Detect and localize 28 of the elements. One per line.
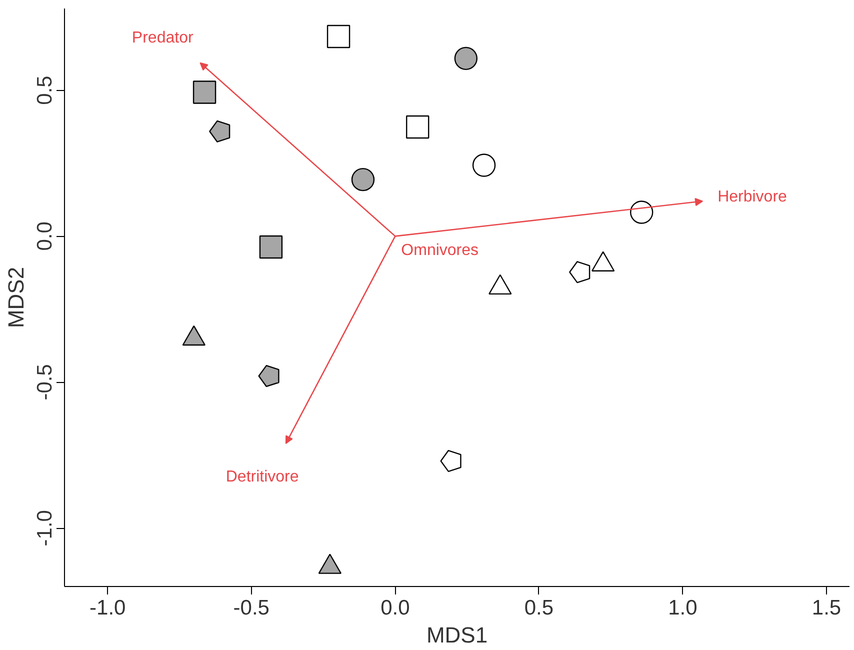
- point: [258, 364, 280, 388]
- x-tick-label: 0.5: [524, 596, 554, 620]
- point: [406, 115, 430, 139]
- point: [259, 235, 283, 259]
- point: [209, 120, 230, 142]
- point: [454, 46, 478, 70]
- annotation: Detritivore: [226, 468, 299, 486]
- x-tick-label: 1.0: [668, 596, 698, 620]
- annotation: Herbivore: [718, 188, 788, 206]
- y-tick-label: -1.0: [34, 510, 56, 546]
- y-tick-label: -0.5: [34, 364, 56, 400]
- annotation: Omnivores: [401, 242, 479, 260]
- x-tick-label: 1.5: [812, 596, 842, 620]
- y-tick-label: 0.0: [34, 222, 56, 251]
- point: [472, 154, 496, 177]
- x-axis-title: MDS1: [426, 622, 488, 648]
- point: [630, 200, 654, 224]
- x-tick-label: -1.0: [90, 596, 126, 620]
- point: [569, 261, 590, 284]
- x-tick-label: 0.0: [380, 596, 410, 620]
- point: [192, 80, 216, 104]
- point: [326, 24, 350, 48]
- y-axis-title: MDS2: [4, 266, 28, 328]
- point: [351, 168, 375, 192]
- annotation: Predator: [132, 29, 194, 46]
- y-tick-label: 0.5: [34, 76, 56, 105]
- x-tick-label: -0.5: [233, 596, 270, 620]
- point: [440, 450, 462, 472]
